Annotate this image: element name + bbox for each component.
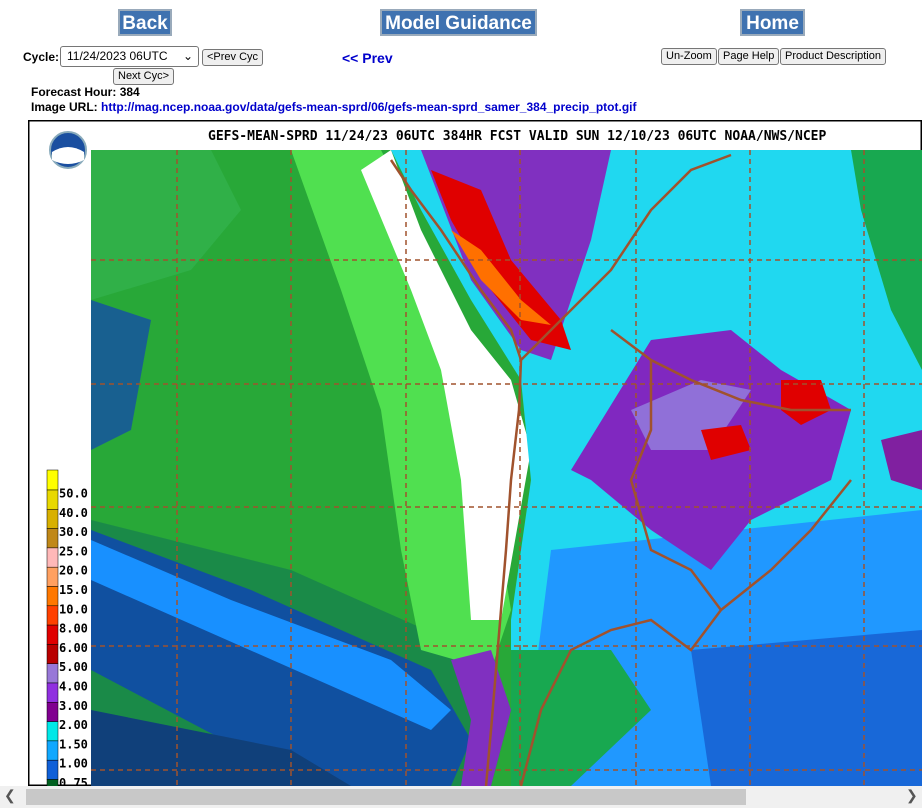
legend-swatch xyxy=(46,702,59,722)
legend-swatch xyxy=(46,779,59,786)
legend-swatch xyxy=(46,644,59,664)
legend-label: 30.0 xyxy=(59,525,88,539)
lat-lon-grid xyxy=(91,150,922,786)
legend-label: 4.00 xyxy=(59,680,88,694)
legend-label: 2.00 xyxy=(59,718,88,732)
legend-label: 5.00 xyxy=(59,660,88,674)
legend-label: 25.0 xyxy=(59,544,88,558)
region xyxy=(91,710,351,786)
legend-label: 1.50 xyxy=(59,737,88,751)
scroll-right-arrow[interactable]: ❯ xyxy=(906,787,918,803)
region xyxy=(701,425,751,460)
legend-swatch xyxy=(46,721,59,742)
region xyxy=(91,540,451,730)
legend-swatch xyxy=(46,509,59,529)
region xyxy=(91,300,151,450)
legend-label: 20.0 xyxy=(59,564,88,578)
legend-swatch xyxy=(46,528,59,549)
region xyxy=(91,150,241,300)
borders xyxy=(389,153,852,786)
legend-swatch xyxy=(46,489,59,510)
region xyxy=(691,630,922,786)
prev-cycle-button[interactable]: <Prev Cyc xyxy=(202,49,264,66)
horizontal-scrollbar[interactable]: ❮ ❯ xyxy=(0,786,922,808)
legend-label: 10.0 xyxy=(59,602,88,616)
legend-swatch xyxy=(46,547,59,568)
legend-label: 8.00 xyxy=(59,622,88,636)
legend-label: 3.00 xyxy=(59,699,88,713)
legend-label: 6.00 xyxy=(59,641,88,655)
forecast-map: GEFS-MEAN-SPRD 11/24/23 06UTC 384HR FCST… xyxy=(28,120,922,786)
forecast-hour-label: Forecast Hour: xyxy=(31,85,117,99)
cycle-label: Cycle: xyxy=(23,50,60,64)
map-field xyxy=(91,150,922,786)
product-description-button[interactable]: Product Description xyxy=(780,48,886,65)
scroll-thumb[interactable] xyxy=(26,789,746,805)
map-title: GEFS-MEAN-SPRD 11/24/23 06UTC 384HR FCST… xyxy=(208,129,826,144)
region xyxy=(451,230,551,325)
legend-swatch xyxy=(46,740,59,761)
home-button[interactable]: Home xyxy=(740,9,805,36)
cycle-select[interactable]: 11/24/2023 06UTC ⌄ xyxy=(60,46,199,67)
page-help-button[interactable]: Page Help xyxy=(718,48,780,65)
legend-swatch xyxy=(46,682,59,703)
legend-label: 50.0 xyxy=(59,487,88,501)
legend-label: 1.00 xyxy=(59,757,88,771)
legend-swatch xyxy=(46,624,59,645)
legend-swatch xyxy=(46,663,59,684)
region xyxy=(511,650,651,786)
legend-label: 15.0 xyxy=(59,583,88,597)
model-guidance-button[interactable]: Model Guidance xyxy=(380,9,537,36)
region xyxy=(361,150,531,620)
forecast-hour-value: 384 xyxy=(119,85,140,99)
cycle-selected: 11/24/2023 06UTC xyxy=(67,49,168,63)
legend-swatch xyxy=(46,759,59,780)
noaa-logo-wave xyxy=(52,147,84,164)
image-url-label: Image URL: xyxy=(31,100,98,114)
region xyxy=(291,150,511,670)
prev-link[interactable]: << Prev xyxy=(342,50,393,66)
back-button[interactable]: Back xyxy=(118,9,172,36)
unzoom-button[interactable]: Un-Zoom xyxy=(661,48,717,65)
legend: 50.0 40.0 30.0 25.0 20.0 15.0 10.0 8.00 6.00 5.00… xyxy=(46,487,88,786)
region xyxy=(781,380,831,425)
legend-swatch xyxy=(46,605,59,626)
next-cycle-button[interactable]: Next Cyc> xyxy=(113,68,175,85)
legend-swatch xyxy=(46,566,59,587)
scroll-left-arrow[interactable]: ❮ xyxy=(4,787,16,803)
region xyxy=(881,430,922,490)
legend-top-box xyxy=(46,469,59,491)
legend-swatch xyxy=(46,586,59,607)
legend-label: 40.0 xyxy=(59,506,88,520)
legend-label: 0.75 xyxy=(59,776,88,786)
dropdown-arrow: ⌄ xyxy=(182,49,193,63)
image-url-link[interactable]: http://mag.ncep.noaa.gov/data/gefs-mean-… xyxy=(101,100,637,114)
